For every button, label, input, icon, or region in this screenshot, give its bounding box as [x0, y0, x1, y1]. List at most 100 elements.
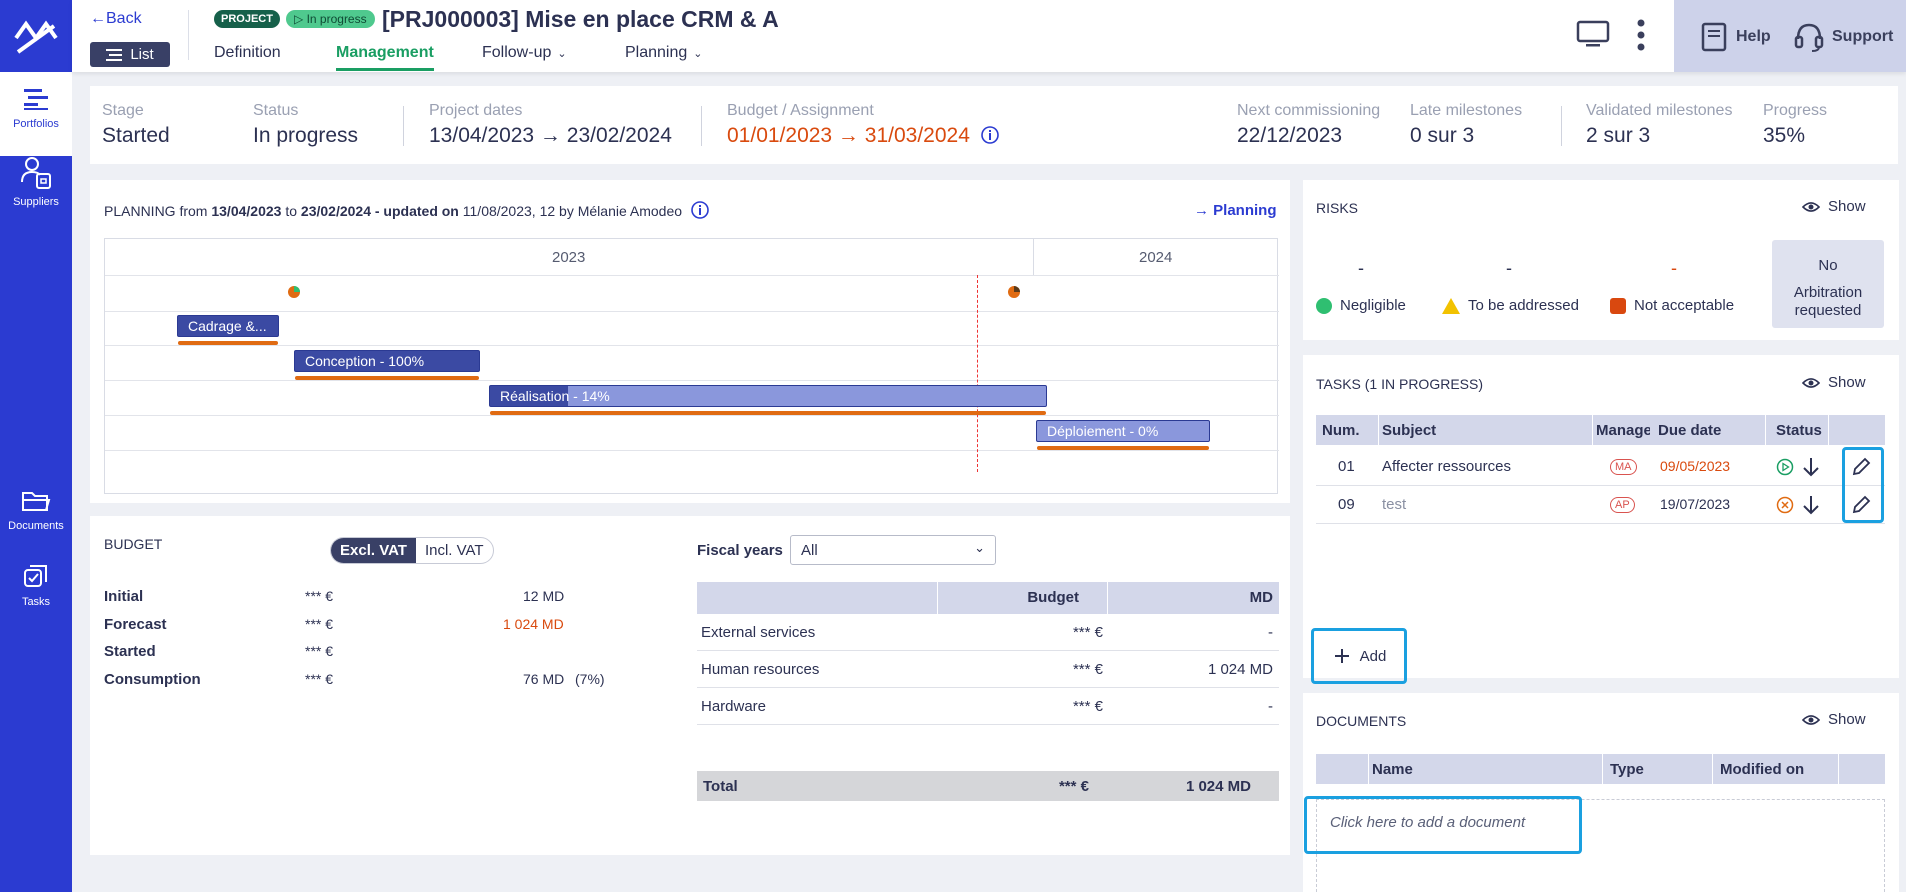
- page-title: [PRJ000003] Mise en place CRM & A: [382, 6, 779, 32]
- add-document-highlight: [1304, 796, 1582, 854]
- legend-to-be-addressed: To be addressed: [1442, 297, 1579, 314]
- fiscal-years-select[interactable]: All ⌄: [790, 535, 996, 565]
- status-badge: ▷ In progress: [286, 10, 375, 28]
- documents-card: [1303, 693, 1899, 892]
- gantt-row: [105, 415, 1279, 416]
- more-options-icon[interactable]: [1636, 18, 1646, 52]
- sidebar-item-documents[interactable]: Documents: [0, 488, 72, 544]
- column-header: Subject: [1382, 422, 1437, 439]
- gantt-progress: [490, 411, 1046, 415]
- planning-title: PLANNING from 13/04/2023 to 23/02/2024 -…: [104, 200, 710, 220]
- sidebar-item-tasks[interactable]: Tasks: [0, 564, 72, 620]
- edit-icon[interactable]: [1851, 457, 1871, 477]
- stage-field: Stage Started: [102, 102, 170, 147]
- column-header: Type: [1610, 761, 1644, 778]
- back-link[interactable]: ←Back: [90, 10, 142, 27]
- tab-management[interactable]: Management: [336, 44, 434, 71]
- play-icon: ▷: [294, 12, 304, 26]
- budget-row-label: Initial: [104, 588, 144, 605]
- portfolios-icon: [24, 89, 48, 110]
- top-bar: ←Back List PROJECT ▷ In progress [PRJ000…: [72, 0, 1906, 72]
- gantt-bar-deploiement[interactable]: Déploiement - 0%: [1036, 420, 1210, 442]
- avatar: AP: [1610, 497, 1635, 513]
- sidebar-item-portfolios[interactable]: Portfolios: [0, 72, 72, 156]
- gantt-row: [105, 311, 1279, 312]
- risk-count: -: [1358, 258, 1364, 278]
- incl-vat-option[interactable]: Incl. VAT: [424, 542, 484, 559]
- green-circle-icon: [1316, 297, 1332, 314]
- milestone-icon[interactable]: [287, 285, 301, 299]
- budget-assignment-field: Budget / Assignment 01/01/2023 → 31/03/2…: [727, 102, 1000, 148]
- table-row[interactable]: 01 Affecter ressources MA 09/05/2023: [1316, 448, 1885, 486]
- summary-strip: Stage Started Status In progress Project…: [90, 86, 1898, 164]
- eye-icon: [1802, 201, 1820, 212]
- column-header: Modified on: [1720, 761, 1805, 778]
- legend-not-acceptable: Not acceptable: [1610, 297, 1734, 314]
- excl-vat-option[interactable]: Excl. VAT: [331, 538, 416, 563]
- status-field: Status In progress: [253, 102, 359, 147]
- column-header: Status: [1776, 422, 1822, 439]
- red-square-icon: [1610, 297, 1626, 314]
- book-icon: [1701, 22, 1727, 52]
- add-document-link[interactable]: Click here to add a document: [1330, 814, 1526, 831]
- gantt-row: [105, 275, 1279, 276]
- help-button[interactable]: Help: [1700, 22, 1771, 52]
- milestone-icon[interactable]: [1007, 285, 1021, 299]
- documents-show-button[interactable]: Show: [1802, 711, 1866, 728]
- gantt-bar-cadrage[interactable]: Cadrage &...: [177, 315, 279, 337]
- eye-icon: [1802, 714, 1820, 725]
- planning-link[interactable]: → Planning: [1194, 202, 1277, 219]
- chevron-down-icon: ⌄: [974, 540, 985, 555]
- add-highlight: [1311, 628, 1407, 684]
- documents-table-header: Name Type Modified on: [1316, 754, 1885, 784]
- table-row[interactable]: 09 test AP 19/07/2023: [1316, 486, 1885, 524]
- avatar: MA: [1610, 459, 1637, 475]
- risk-count: -: [1671, 258, 1677, 278]
- tab-follow-up[interactable]: Follow-up ⌄: [482, 44, 567, 61]
- list-button[interactable]: List: [90, 42, 170, 67]
- budget-md: 1 024 MD: [503, 616, 564, 632]
- monitor-icon[interactable]: [1576, 20, 1610, 48]
- arbitration-status: No Arbitration requested: [1772, 240, 1884, 328]
- add-task-button[interactable]: Add: [1318, 632, 1402, 680]
- legend-negligible: Negligible: [1316, 297, 1406, 314]
- gantt-bar-realisation[interactable]: Réalisation - 14%: [489, 385, 1047, 407]
- gantt-chart: 2023 2024 Cadrage &... Conception - 100%…: [104, 238, 1279, 494]
- arrow-down-icon[interactable]: [1802, 494, 1820, 516]
- sidebar-item-suppliers[interactable]: Suppliers: [0, 156, 72, 230]
- info-icon[interactable]: [690, 200, 710, 220]
- arrow-down-icon[interactable]: [1802, 456, 1820, 478]
- budget-md: 76 MD: [523, 671, 565, 687]
- edit-icon[interactable]: [1851, 495, 1871, 515]
- tasks-card: [1303, 355, 1899, 678]
- divider: [701, 106, 702, 146]
- support-button[interactable]: Support: [1794, 22, 1893, 52]
- arrow-left-icon: ←: [90, 10, 106, 27]
- document-drop-zone[interactable]: [1316, 799, 1885, 892]
- vat-toggle[interactable]: Excl. VAT Incl. VAT: [330, 537, 494, 564]
- fiscal-years-label: Fiscal years: [697, 542, 783, 559]
- budget-pct: (7%): [575, 671, 605, 687]
- tasks-title: TASKS (1 IN PROGRESS): [1316, 376, 1483, 392]
- late-milestones-field: Late milestones 0 sur 3: [1410, 102, 1523, 147]
- app-logo[interactable]: [14, 18, 58, 58]
- gantt-row: [105, 380, 1279, 381]
- sidebar-item-label: Tasks: [21, 596, 51, 608]
- budget-amount: *** €: [305, 588, 334, 604]
- tab-definition[interactable]: Definition: [214, 44, 281, 61]
- tab-planning[interactable]: Planning ⌄: [625, 44, 703, 61]
- budget-amount: *** €: [305, 616, 334, 632]
- tasks-show-button[interactable]: Show: [1802, 374, 1866, 391]
- tasks-icon: [24, 565, 47, 587]
- gantt-bar-conception[interactable]: Conception - 100%: [294, 350, 480, 372]
- year-divider: [1033, 239, 1034, 275]
- edit-highlight: [1842, 447, 1884, 523]
- column-header: Manager: [1596, 422, 1650, 439]
- sidebar-item-label: Suppliers: [13, 196, 59, 208]
- cancelled-status-icon: [1776, 496, 1794, 514]
- risks-show-button[interactable]: Show: [1802, 198, 1866, 215]
- info-icon[interactable]: [980, 125, 1000, 145]
- budget-row-label: Started: [104, 643, 156, 660]
- table-row: External services *** € -: [697, 614, 1279, 651]
- budget-amount: *** €: [305, 671, 334, 687]
